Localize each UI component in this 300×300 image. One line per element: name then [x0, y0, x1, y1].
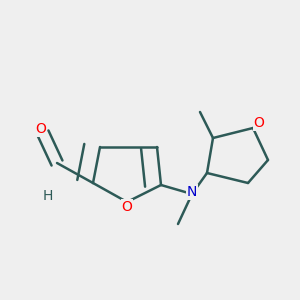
Text: H: H — [43, 189, 53, 203]
Text: O: O — [254, 116, 264, 130]
Text: O: O — [122, 200, 132, 214]
Text: O: O — [36, 122, 46, 136]
Text: N: N — [187, 185, 197, 199]
